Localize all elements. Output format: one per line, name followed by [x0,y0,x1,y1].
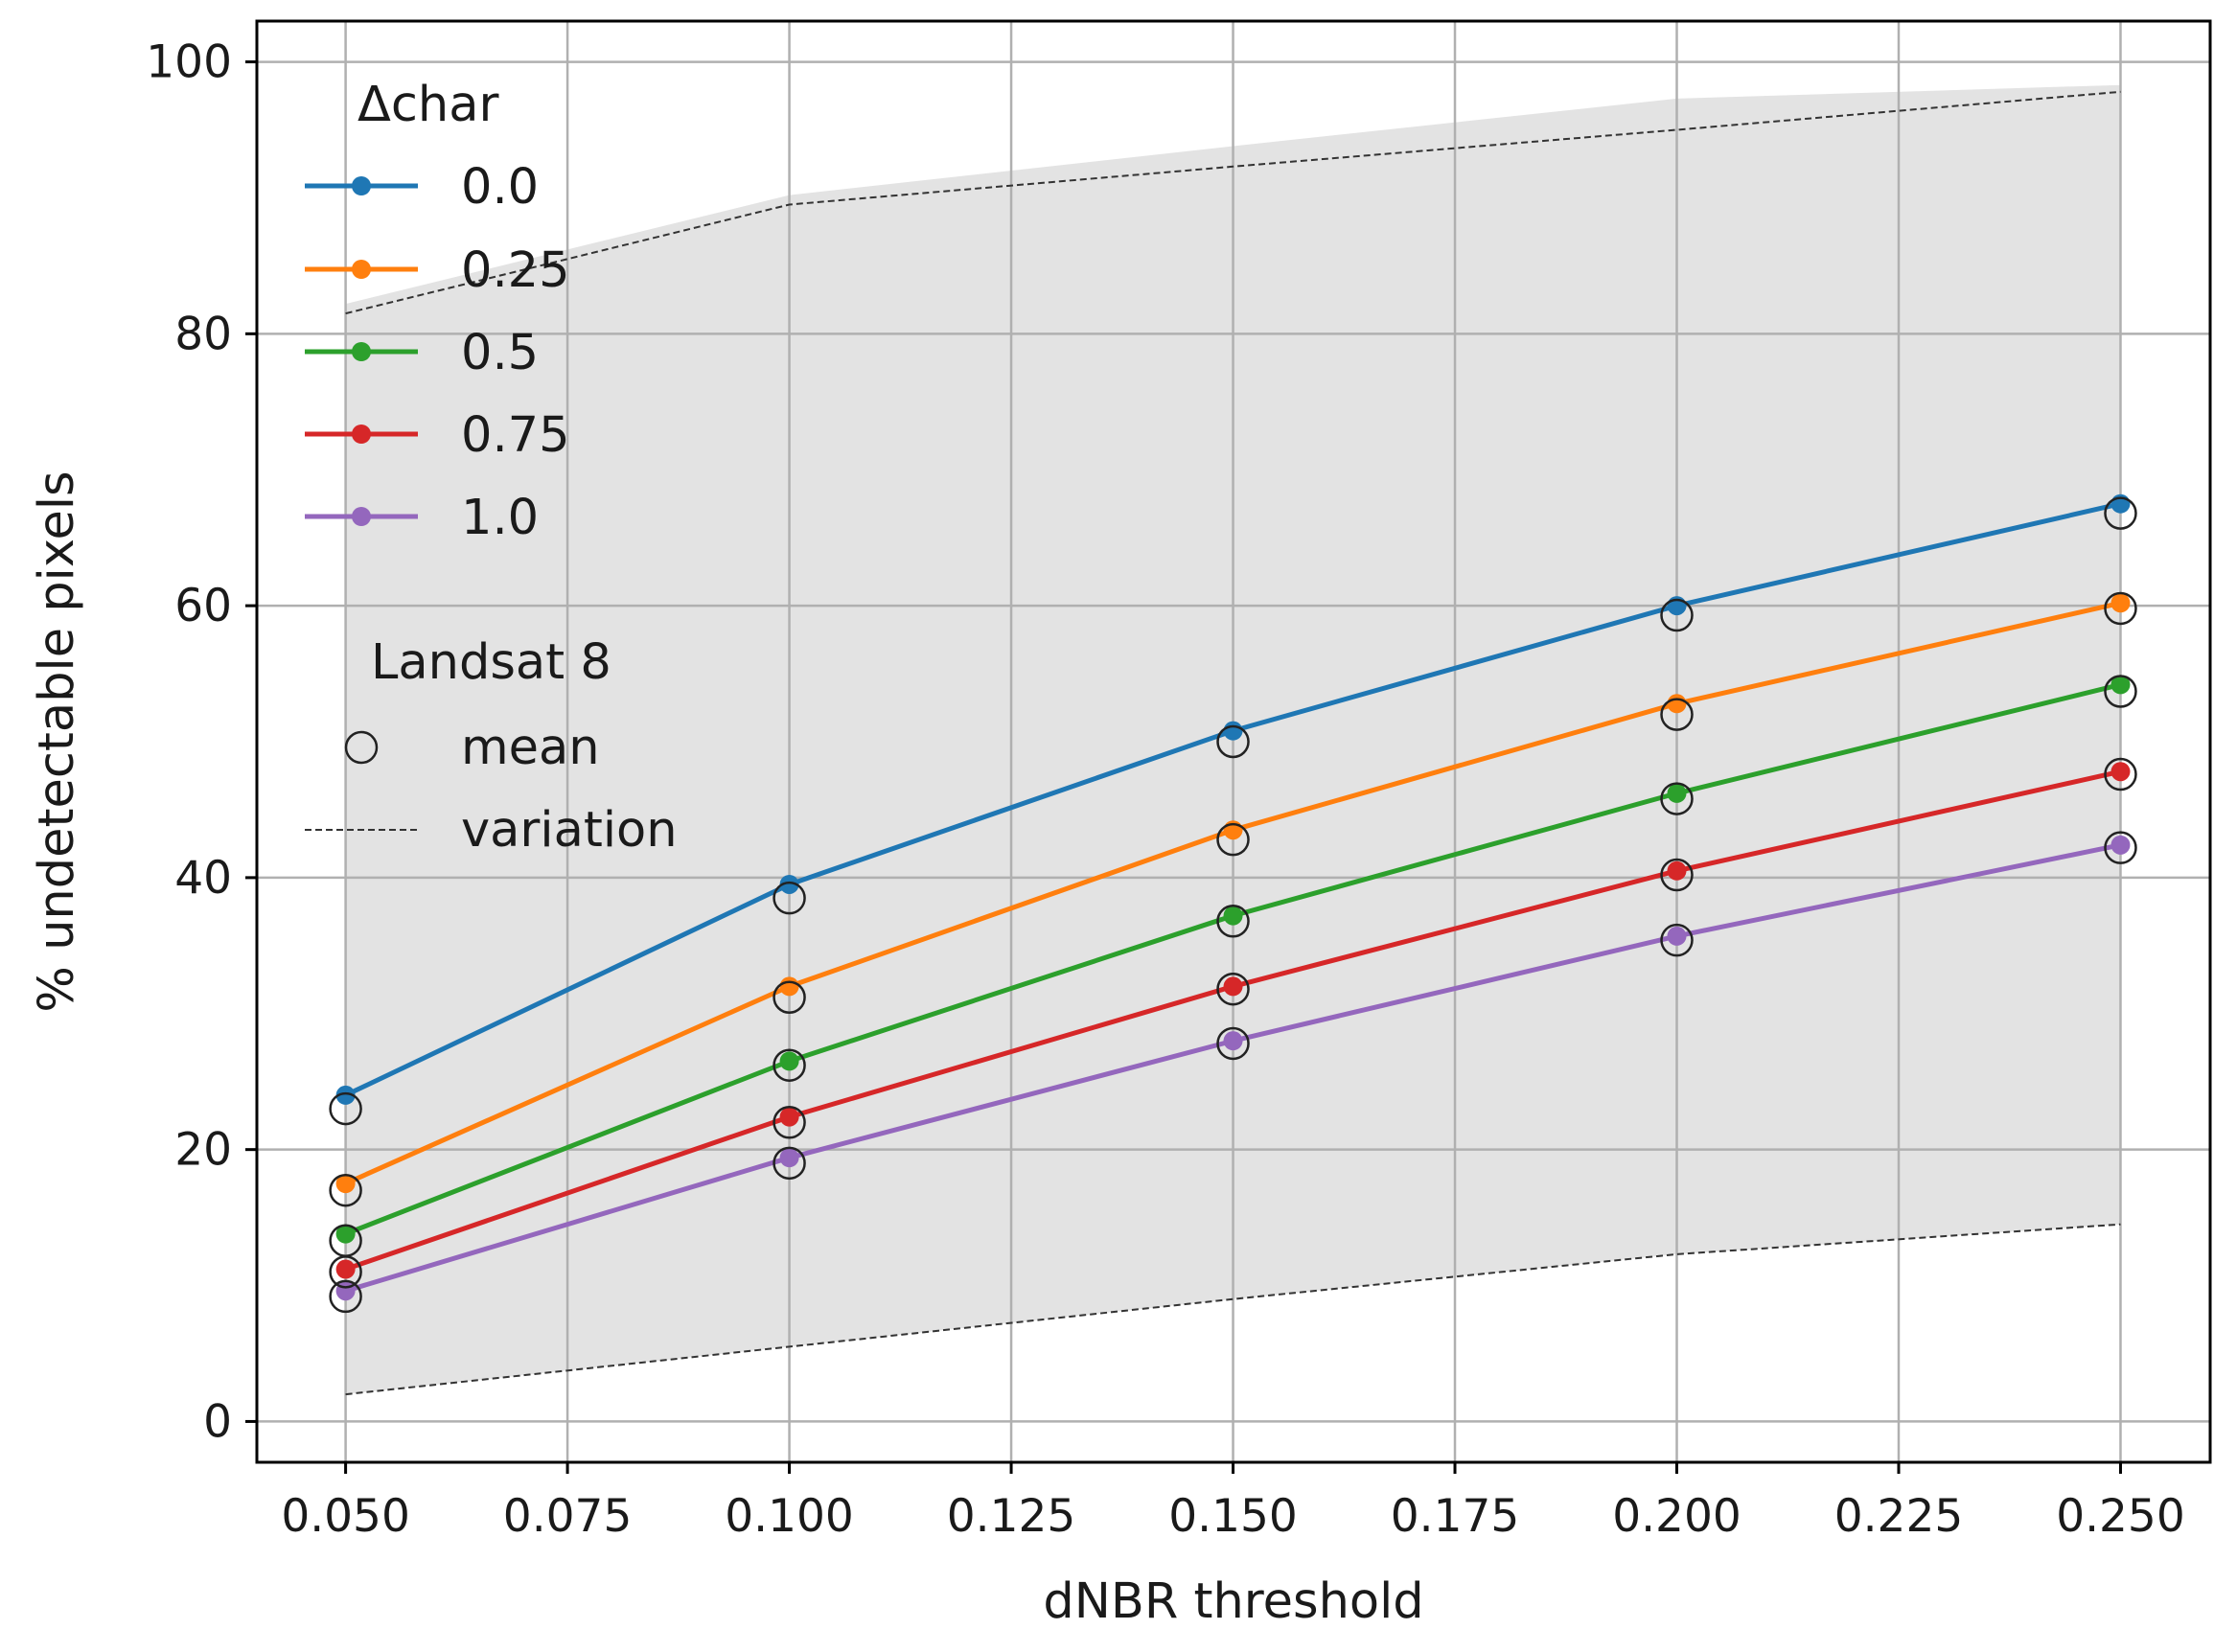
x-tick-label: 0.225 [1834,1490,1964,1543]
series-point-0 [1223,721,1243,741]
legend-label-1: 0.25 [461,242,570,299]
x-tick-label: 0.050 [281,1490,410,1543]
y-tick-label: 100 [146,36,232,89]
series-point-0 [335,1085,356,1105]
series-point-4 [1223,1031,1243,1051]
mean-marker-0 [329,1091,362,1126]
legend-marker-4 [352,507,371,526]
mean-marker-3 [773,1106,806,1139]
legend-mean-marker [344,730,379,765]
mean-marker-1 [773,980,806,1014]
series-point-4 [779,1148,799,1168]
series-point-3 [779,1107,799,1127]
mean-marker-1 [1216,822,1250,857]
legend-marker-0 [352,176,371,195]
mean-marker-4 [1660,923,1694,957]
mean-marker-4 [773,1146,806,1181]
y-tick-label: 20 [174,1124,232,1177]
mean-marker-4 [1216,1026,1250,1061]
mean-marker-4 [2104,831,2137,864]
mean-marker-3 [1660,858,1694,892]
series-point-1 [335,1174,356,1194]
x-tick-label: 0.200 [1612,1490,1741,1543]
mean-marker-3 [2104,757,2137,792]
legend-label-2: 0.5 [461,325,539,381]
mean-marker-1 [329,1173,362,1207]
series-point-3 [1667,860,1687,881]
mean-marker-0 [2104,496,2137,530]
series-point-1 [779,976,799,997]
legend-title: Δchar [357,77,499,133]
x-tick-label: 0.250 [2056,1490,2185,1543]
mean-marker-4 [329,1279,362,1314]
series-point-2 [2110,675,2131,695]
x-tick-label: 0.125 [947,1490,1076,1543]
series-point-1 [2110,593,2131,613]
y-tick-label: 0 [203,1395,232,1448]
series-point-2 [1667,783,1687,803]
mean-marker-0 [773,881,806,915]
series-point-4 [335,1281,356,1301]
mean-marker-0 [1216,724,1250,759]
legend-label-4: 1.0 [461,490,539,546]
legend-marker-3 [352,424,371,444]
variation-lower-line [345,1223,2121,1396]
legend-marker-2 [352,342,371,361]
y-tick-label: 40 [174,852,232,905]
x-axis-label: dNBR threshold [1043,1573,1423,1630]
y-tick-label: 60 [174,580,232,632]
series-point-3 [2110,762,2131,782]
legend-variation-label: variation [461,802,678,859]
legend-label-0: 0.0 [461,159,539,216]
series-point-2 [779,1051,799,1071]
y-tick-label: 80 [174,308,232,360]
series-point-4 [1667,926,1687,946]
series-point-4 [2110,835,2131,855]
x-tick-label: 0.075 [503,1490,633,1543]
series-point-1 [1667,694,1687,714]
legend-secondary-title: Landsat 8 [371,634,611,691]
legend-marker-1 [352,260,371,279]
legend: Δchar Landsat 8 mean variation 0.0 0.25 0.… [305,77,678,859]
mean-marker-1 [1660,698,1694,731]
series-point-2 [1223,906,1243,926]
mean-marker-1 [2104,591,2137,626]
mean-marker-2 [1660,782,1694,815]
x-tick-label: 0.100 [725,1490,854,1543]
legend-mean-label: mean [461,720,600,776]
mean-marker-2 [773,1048,806,1082]
mean-marker-2 [2104,675,2137,708]
mean-marker-3 [329,1255,362,1289]
series-point-3 [335,1259,356,1279]
series-point-3 [1223,976,1243,997]
mean-marker-0 [1660,598,1694,632]
mean-marker-3 [1216,972,1250,1006]
series-point-2 [335,1224,356,1244]
mean-marker-2 [1216,905,1250,938]
y-axis-label: % undetectable pixels [29,470,85,1012]
x-tick-label: 0.175 [1391,1490,1520,1543]
legend-label-3: 0.75 [461,407,570,464]
series-point-0 [779,874,799,894]
x-tick-label: 0.150 [1168,1490,1298,1543]
variation-upper-line [345,90,2121,315]
